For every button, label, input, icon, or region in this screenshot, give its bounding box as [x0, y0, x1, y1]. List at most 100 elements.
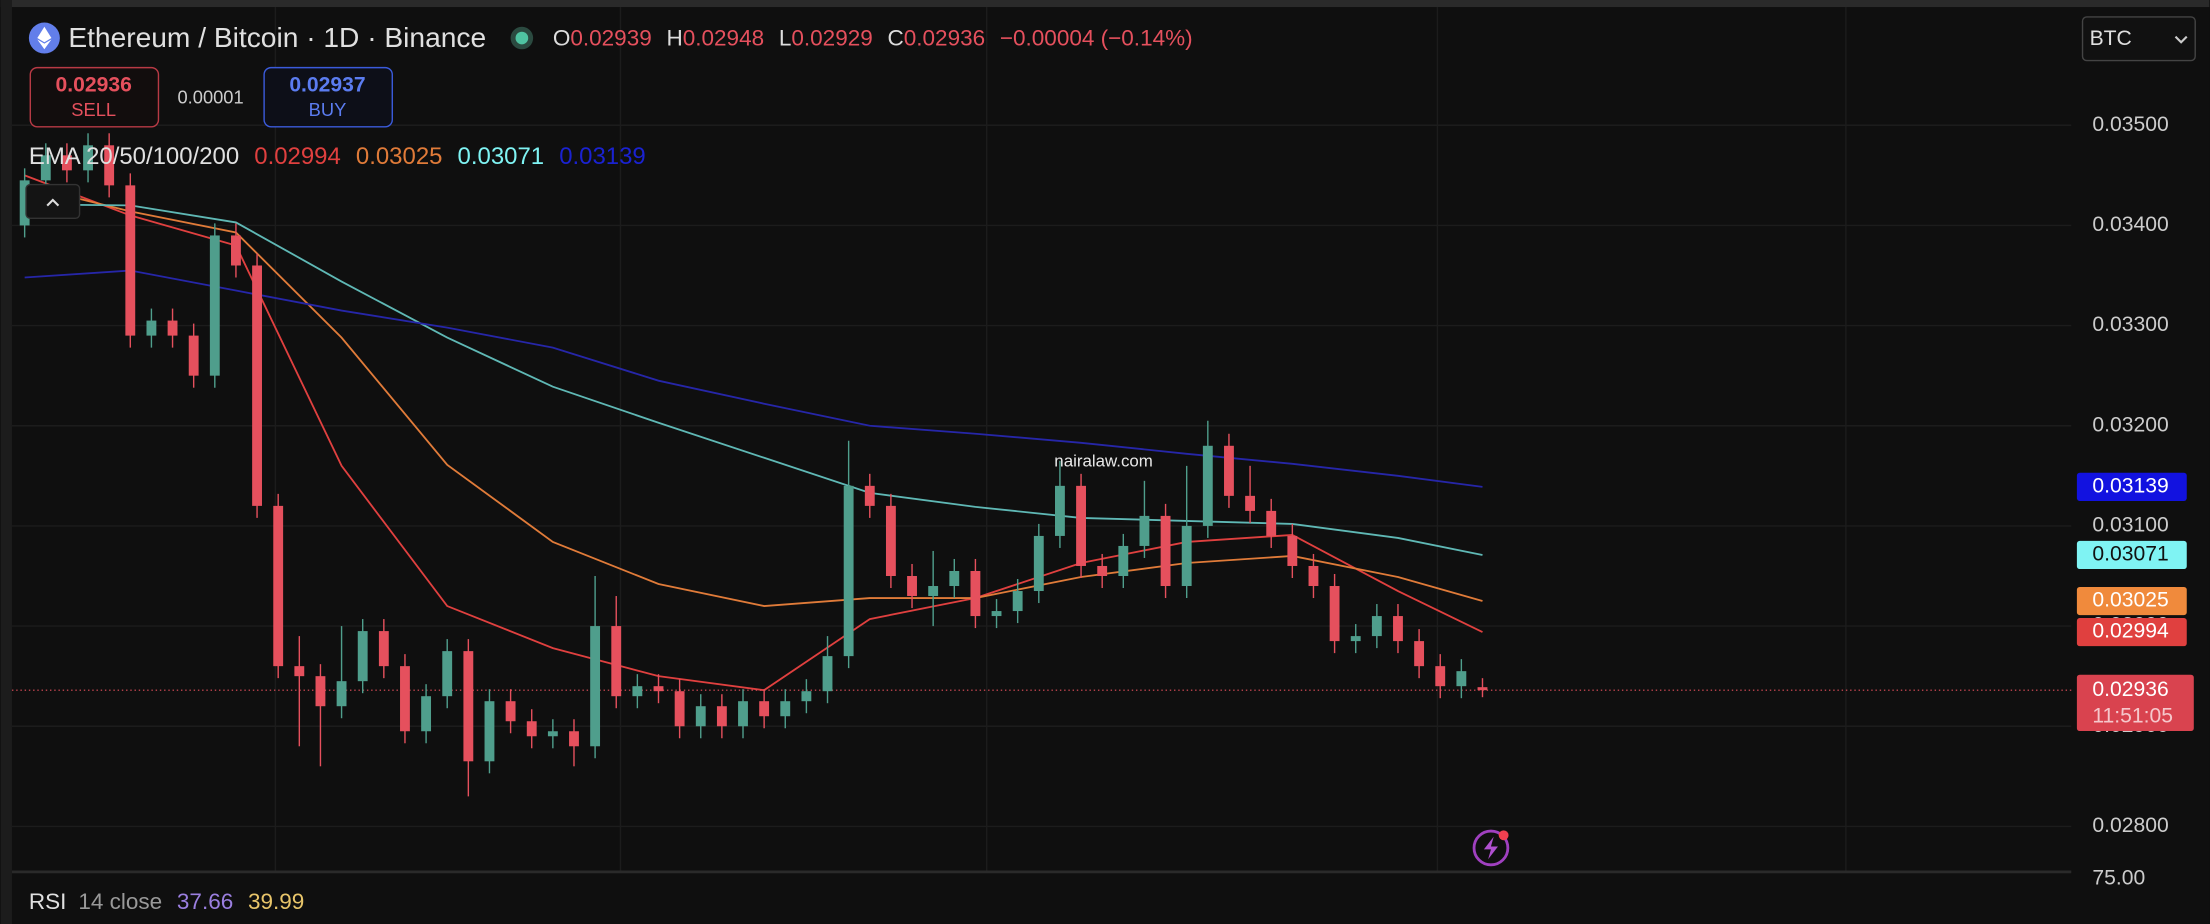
lightning-glyph [1483, 836, 1498, 860]
rsi-tick: 75.00 [2092, 867, 2145, 890]
sell-label: SELL [71, 99, 116, 120]
rsi-ma: 39.99 [248, 889, 304, 914]
rsi-legend: RSI 14 close 37.66 39.99 [29, 889, 304, 914]
price-badge-label: 0.02936 [2092, 678, 2168, 701]
candle-body [1076, 485, 1086, 566]
y-tick-label: 0.02800 [2092, 814, 2168, 837]
candle-body [273, 505, 284, 667]
candle-body [970, 570, 981, 617]
candle-body [822, 656, 833, 692]
ema-badge-label: 0.03139 [2092, 474, 2168, 497]
candle-body [505, 701, 516, 722]
candle-body [1435, 666, 1446, 687]
lightning-icon[interactable] [1472, 829, 1510, 867]
candle-body [1245, 495, 1256, 511]
candle-body [1371, 616, 1382, 637]
sell-price: 0.02936 [56, 73, 132, 96]
candle-body [421, 696, 432, 732]
collapse-button[interactable] [25, 183, 81, 220]
candle-body [125, 185, 136, 336]
dropdown-box [2081, 16, 2196, 62]
sell-button[interactable]: 0.02936 SELL [29, 66, 160, 128]
rsi-name: RSI [29, 889, 67, 914]
buy-label: BUY [309, 99, 347, 120]
candle-body [400, 666, 410, 732]
candle-body [209, 235, 220, 376]
ema-line [24, 269, 1483, 488]
left-border [0, 0, 12, 924]
candle-body [526, 721, 537, 737]
ema-badge [2076, 618, 2187, 647]
candle-body [949, 570, 960, 587]
candle-body [1160, 515, 1171, 587]
ema-badge [2076, 540, 2187, 570]
candle-body [378, 631, 389, 667]
ohlc: O0.02939 H0.02948 L0.02929 C0.02936 −0.0… [553, 25, 1193, 50]
candle-body [336, 681, 347, 707]
l-value: 0.02929 [791, 25, 872, 50]
buy-button[interactable]: 0.02937 BUY [263, 66, 393, 128]
candle-body [907, 575, 917, 597]
candle-body [315, 676, 326, 707]
candle-body [188, 335, 199, 376]
candle-body [442, 651, 453, 697]
ema-badge [2076, 472, 2187, 501]
buy-box [263, 66, 393, 128]
candle-body [1350, 636, 1361, 642]
candle-body [231, 235, 241, 266]
o-value: 0.02939 [570, 25, 651, 50]
y-tick-label: 0.03300 [2092, 313, 2168, 336]
candle-body [83, 145, 93, 171]
candle-body [294, 666, 305, 677]
candle-body [695, 706, 706, 727]
candle-body [40, 155, 51, 181]
y-tick-label: 0.03400 [2092, 213, 2168, 236]
candle-body [885, 505, 896, 576]
candle-body [759, 701, 770, 717]
candle-body [590, 626, 601, 747]
candle-body [1308, 565, 1319, 587]
candle-body [843, 485, 854, 657]
currency-dropdown[interactable]: BTC [2081, 16, 2196, 62]
currency: BTC [2090, 27, 2132, 50]
h-value: 0.02948 [683, 25, 764, 50]
candle-body [1329, 586, 1340, 642]
candle-body [1477, 687, 1488, 691]
buy-price: 0.02937 [289, 73, 365, 96]
h-label: H [666, 25, 682, 50]
ema-value: 0.03071 [458, 143, 545, 170]
ema-badge [2076, 586, 2187, 616]
change: −0.00004 (−0.14%) [1000, 25, 1193, 50]
candle-body [632, 686, 643, 697]
ema-badge-label: 0.03071 [2092, 543, 2168, 566]
c-label: C [887, 25, 903, 50]
ema-legend: EMA 20/50/100/200 0.02994 0.03025 0.0307… [29, 143, 646, 170]
candle-body [674, 691, 685, 727]
ema-value: 0.02994 [254, 143, 341, 170]
candle-body [653, 686, 664, 692]
sell-box [29, 66, 160, 128]
candle-body [1224, 445, 1234, 496]
candle-body [1097, 565, 1108, 576]
ema-line [24, 184, 1483, 607]
candle-body [547, 731, 558, 737]
candle-body [1181, 525, 1192, 587]
eth-glyph [37, 26, 52, 50]
ema-value: 0.03139 [559, 143, 646, 170]
candle-body [1012, 591, 1023, 612]
candle-body [991, 611, 1002, 617]
ema-line [24, 203, 1483, 556]
price-badge [2076, 674, 2194, 732]
candle-body [611, 626, 622, 697]
candle-body [864, 485, 875, 506]
candle-body [167, 320, 178, 336]
candle-body [19, 180, 30, 226]
candle-body [61, 155, 72, 171]
ema-value: 0.03025 [356, 143, 443, 170]
candle-body [569, 731, 579, 747]
y-tick-label: 0.03500 [2092, 113, 2168, 136]
candle-body [716, 706, 727, 727]
y-tick-label: 0.03200 [2092, 413, 2168, 436]
top-border [0, 0, 2210, 8]
